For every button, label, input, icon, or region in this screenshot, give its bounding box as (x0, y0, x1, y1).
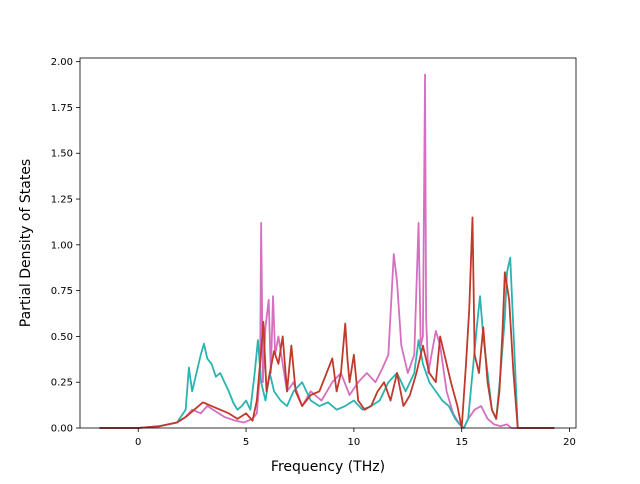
y-tick-label: 1.00 (51, 240, 73, 251)
x-tick-label: 20 (563, 437, 576, 448)
x-tick-label: 5 (243, 437, 249, 448)
x-tick-label: 15 (455, 437, 468, 448)
y-tick-label: 1.50 (51, 149, 73, 160)
y-axis-label: Partial Density of States (18, 159, 34, 327)
x-tick-label: 0 (135, 437, 141, 448)
y-tick-label: 2.00 (51, 57, 73, 68)
x-tick-label: 10 (348, 437, 361, 448)
series-layer (99, 73, 555, 429)
y-tick-label: 1.75 (51, 103, 73, 114)
y-tick-label: 0.75 (51, 286, 73, 297)
y-tick-label: 1.25 (51, 195, 73, 206)
y-axis: 0.00 0.25 0.50 0.75 1.00 1.25 1.50 1.75 2.00 (51, 57, 80, 435)
x-axis: 0 5 10 15 20 (135, 428, 576, 448)
plot-frame (79, 57, 577, 429)
series-line-2 (99, 256, 555, 429)
y-tick-label: 0.25 (51, 378, 73, 389)
y-tick-label: 0.50 (51, 332, 73, 343)
series-line-3 (99, 216, 555, 429)
x-axis-label: Frequency (THz) (271, 459, 385, 475)
y-tick-label: 0.00 (51, 424, 73, 435)
